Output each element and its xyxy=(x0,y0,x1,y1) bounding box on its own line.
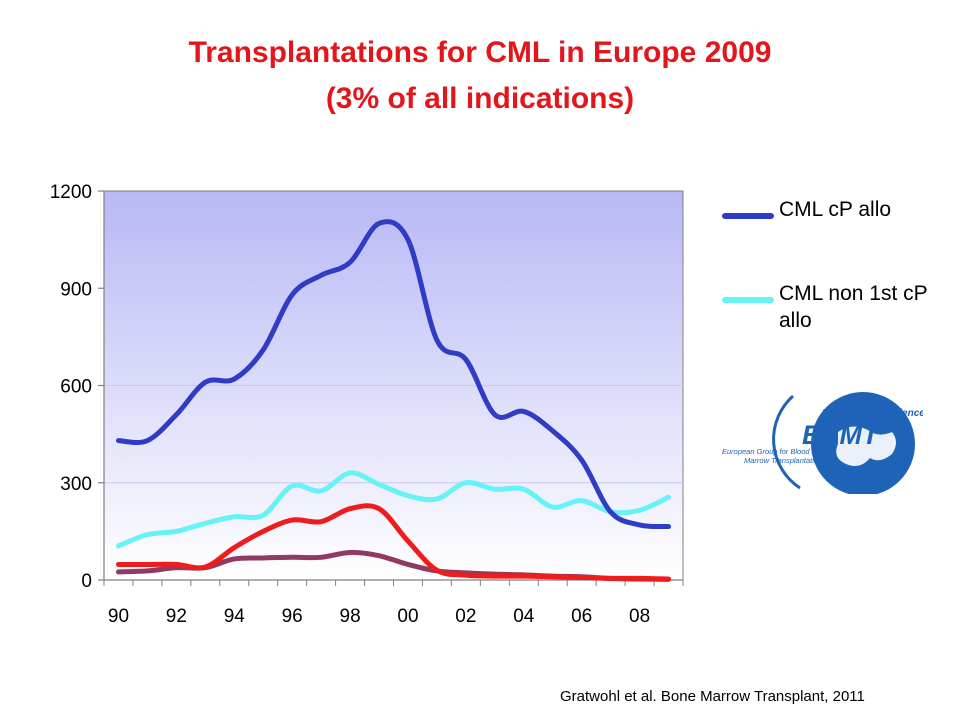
y-tick-label: 600 xyxy=(60,377,92,398)
series-line-cml-non-1st-cp-allo xyxy=(115,470,672,549)
series-line-cml-cp-allo xyxy=(115,219,672,530)
page-title-line-2: (3% of all indications) xyxy=(325,82,635,115)
x-tick-label: 06 xyxy=(571,606,592,627)
y-tick-label: 300 xyxy=(60,474,92,495)
y-tick-label: 1200 xyxy=(50,182,92,203)
x-tick-label: 08 xyxy=(629,606,650,627)
logo-europe-map-icon xyxy=(836,426,896,466)
citation: Gratwohl et al. Bone Marrow Transplant, … xyxy=(560,688,865,705)
page-title-line-1: Transplantations for CML in Europe 2009 xyxy=(188,36,772,69)
series-lines xyxy=(115,219,672,582)
y-tick-label: 0 xyxy=(81,571,92,592)
line-chart: 0 300 600 900 1200 90 92 94 96 98 00 02 04 06 08 xyxy=(50,182,684,627)
x-tick-label: 00 xyxy=(397,606,418,627)
logo-tagline: Excellence in science xyxy=(822,408,923,419)
logo-org-line-2: Marrow Transplantation xyxy=(744,456,822,465)
legend-swatch-cml-cp-allo xyxy=(722,213,774,219)
legend-swatch-cml-non-1st-cp-allo xyxy=(722,297,774,303)
logo-acronym: EBMT xyxy=(802,420,881,450)
legend-label-cml-non-1st-cp-allo: CML non 1st cP allo xyxy=(779,282,928,332)
logo-arc xyxy=(772,394,801,490)
x-tick-label: 98 xyxy=(340,606,361,627)
logo-org-line-1: European Group for Blood and xyxy=(722,447,825,456)
x-tick-label: 94 xyxy=(224,606,246,627)
x-tick-label: 02 xyxy=(455,606,476,627)
legend-label-cml-cp-allo: CML cP allo xyxy=(779,198,892,221)
x-tick-label: 92 xyxy=(166,606,187,627)
y-tick-label: 900 xyxy=(60,279,92,300)
x-tick-label: 90 xyxy=(108,606,129,627)
x-tick-label: 04 xyxy=(513,606,535,627)
series-line-3 xyxy=(115,503,672,582)
ebmt-logo: Excellence in science EBMT European Grou… xyxy=(722,392,923,494)
axes: 0 300 600 900 1200 90 92 94 96 98 00 02 04 06 08 xyxy=(50,182,684,627)
x-tick-label: 96 xyxy=(282,606,303,627)
